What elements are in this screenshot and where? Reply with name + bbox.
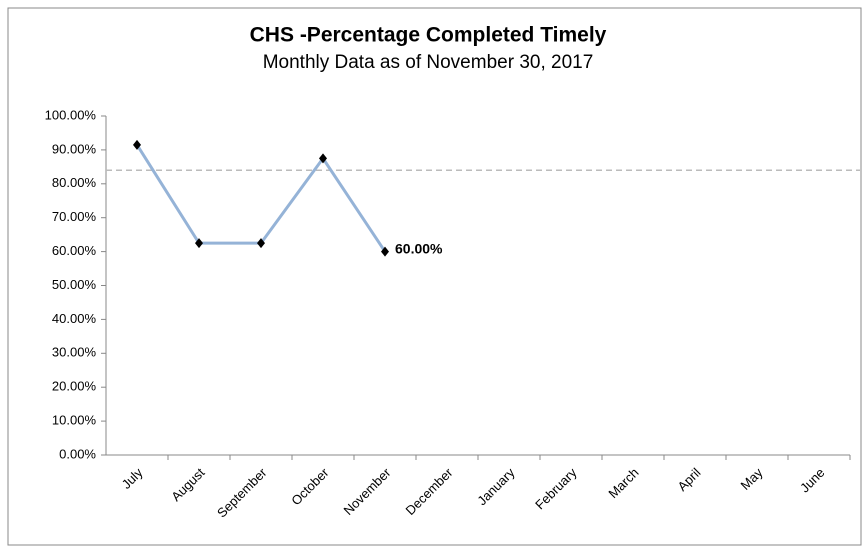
y-tick-label: 0.00% <box>59 446 96 461</box>
y-tick-label: 70.00% <box>52 209 97 224</box>
y-tick-label: 50.00% <box>52 277 97 292</box>
y-tick-label: 20.00% <box>52 379 97 394</box>
chart-subtitle: Monthly Data as of November 30, 2017 <box>263 52 594 73</box>
y-tick-label: 90.00% <box>52 141 97 156</box>
marker <box>195 238 203 249</box>
marker <box>133 139 141 150</box>
chart-title: CHS -Percentage Completed Timely <box>250 24 607 47</box>
marker <box>257 238 265 249</box>
y-tick-label: 30.00% <box>52 345 97 360</box>
chart-frame <box>7 7 862 546</box>
y-tick-label: 40.00% <box>52 311 97 326</box>
marker <box>319 153 327 164</box>
marker <box>381 246 389 257</box>
y-tick-label: 60.00% <box>52 243 97 258</box>
y-tick-label: 10.00% <box>52 413 97 428</box>
y-tick-label: 80.00% <box>52 175 97 190</box>
data-label: 60.00% <box>395 240 443 256</box>
y-tick-label: 100.00% <box>45 107 97 122</box>
